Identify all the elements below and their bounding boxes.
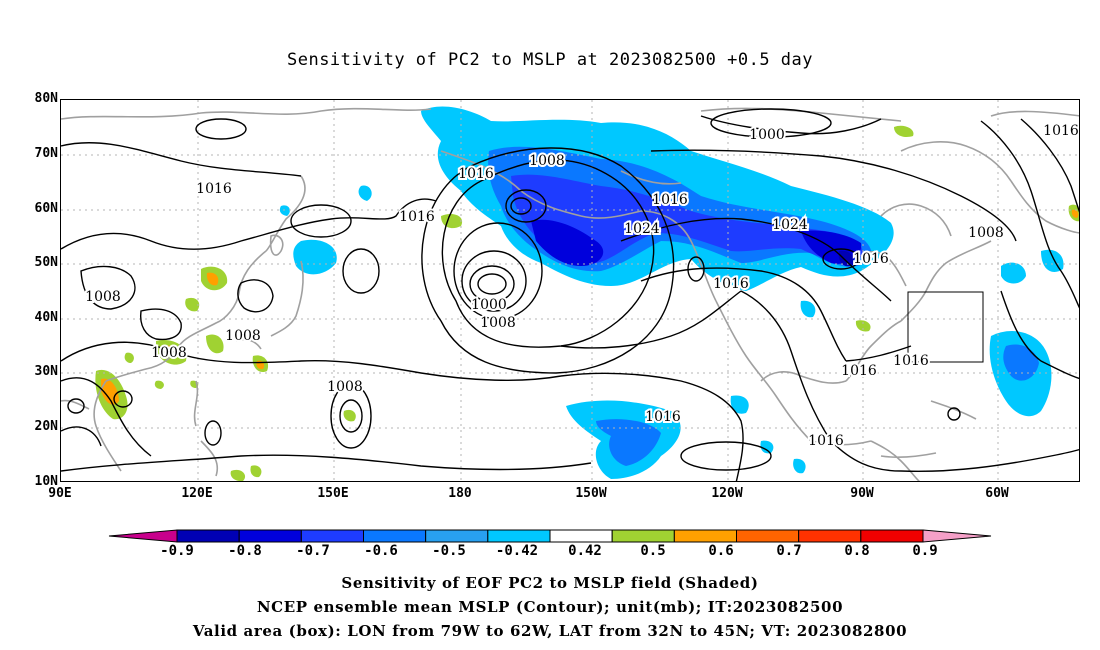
coastlines [61,107,1079,481]
colorbar-segment [611,529,675,543]
colorbar-label: -0.42 [495,543,539,559]
colorbar-label: -0.9 [160,543,194,559]
contour-label: 1024 [624,221,660,237]
contour-label: 1008 [225,328,261,344]
contour-label: 1016 [652,192,688,208]
lon-label-150w: 150W [575,486,607,501]
colorbar-segment [425,529,489,543]
contour-label: 1016 [808,433,844,449]
colorbar-label: -0.5 [432,543,466,559]
lat-label-20n: 20N [34,419,58,434]
contour-label: 1000 [749,127,785,143]
colorbar-segment [673,529,737,543]
map-svg: 1016 1016 1016 1008 1016 1016 1024 1000 … [61,100,1079,481]
contour-label: 1016 [853,251,889,267]
colorbar-label: 0.42 [568,543,602,559]
contour-label: 1016 [893,353,929,369]
contour-labels: 1016 1016 1016 1008 1016 1016 1024 1000 … [83,121,1079,451]
lon-label-90w: 90W [850,486,874,501]
contour-label: 1016 [196,181,232,197]
contour-label: 1016 [841,363,877,379]
lon-label-150e: 150E [317,486,349,501]
colorbar-label: -0.7 [296,543,330,559]
colorbar-segment [860,529,924,543]
contour-label: 1008 [529,153,565,169]
colorbar-segment [300,529,365,543]
contour-label: 1016 [645,409,681,425]
caption-line-1: Sensitivity of EOF PC2 to MSLP field (Sh… [341,574,759,592]
colorbar-label: 0.8 [844,543,870,559]
contour-label: 1016 [399,209,435,225]
map-frame: 1016 1016 1016 1008 1016 1016 1024 1000 … [60,99,1080,482]
colorbar-label: 0.5 [640,543,666,559]
valid-area-box [907,291,984,363]
colorbar-label: 0.6 [708,543,734,559]
contour-label: 1008 [151,345,187,361]
contour-label: 1008 [480,315,516,331]
colorbar-segment [176,529,240,543]
contour-label: 1008 [327,379,363,395]
contour-label: 1016 [1043,123,1079,139]
colorbar-left-triangle [108,529,178,543]
colorbar-label: 0.9 [912,543,938,559]
lon-label-120e: 120E [181,486,213,501]
contour-label: 1000 [471,297,507,313]
contour-label: 1008 [968,225,1004,241]
colorbar-segment [363,529,427,543]
colorbar-label: 0.7 [776,543,802,559]
lon-label-90e: 90E [48,486,72,501]
colorbar-segment [487,529,551,543]
caption-line-2: NCEP ensemble mean MSLP (Contour); unit(… [256,598,844,616]
colorbar-segment [238,529,302,543]
contour-label: 1016 [458,166,494,182]
lon-label-120w: 120W [711,486,743,501]
lat-label-40n: 40N [34,310,58,325]
lon-label-180: 180 [448,486,472,501]
colorbar-right-triangle [922,529,992,543]
lon-label-60w: 60W [985,486,1009,501]
caption-line-3: Valid area (box): LON from 79W to 62W, L… [192,622,908,640]
lat-label-10n: 10N [34,474,58,489]
colorbar-segment [549,529,613,543]
lat-label-80n: 80N [34,91,58,106]
colorbar-label: -0.6 [364,543,398,559]
contour-label: 1008 [85,289,121,305]
contour-label: 1016 [713,276,749,292]
positive-sensitivity-shading [95,125,1079,481]
lat-label-60n: 60N [34,201,58,216]
contour-label: 1024 [772,217,808,233]
colorbar-segment [736,529,800,543]
colorbar-segment [798,529,862,543]
lat-label-30n: 30N [34,364,58,379]
lat-label-50n: 50N [34,255,58,270]
mslp-contours [61,108,1079,481]
map-title: Sensitivity of PC2 to MSLP at 2023082500… [286,50,813,70]
colorbar-label: -0.8 [228,543,262,559]
lat-label-70n: 70N [34,146,58,161]
grid-lines [61,100,1079,481]
